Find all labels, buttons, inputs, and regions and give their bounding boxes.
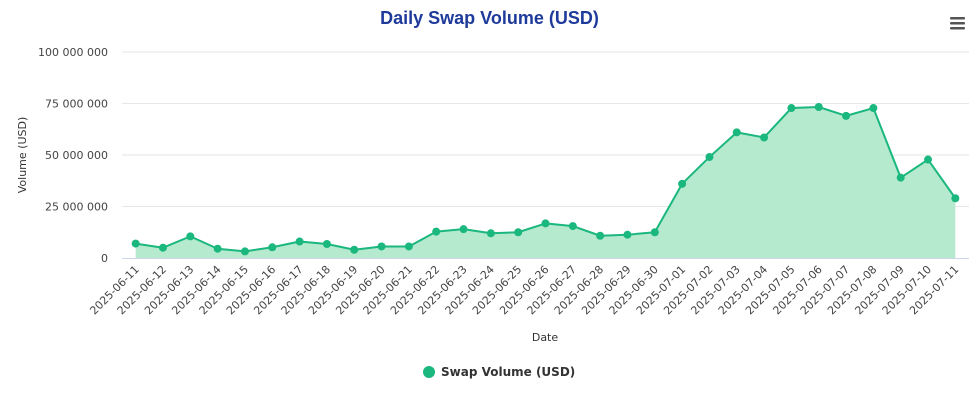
- data-point[interactable]: [568, 222, 577, 231]
- data-point[interactable]: [541, 219, 550, 228]
- data-point[interactable]: [268, 243, 277, 252]
- data-point[interactable]: [760, 133, 769, 142]
- legend[interactable]: Swap Volume (USD): [423, 365, 575, 379]
- y-axis-ticks: 0 25 000 000 50 000 000 75 000 000 100 000 0…: [38, 46, 108, 265]
- y-tick-label: 25 000 000: [45, 201, 108, 214]
- data-point[interactable]: [131, 239, 140, 248]
- legend-label: Swap Volume (USD): [441, 365, 575, 379]
- data-point[interactable]: [732, 128, 741, 137]
- x-axis-ticks: 2025-06-112025-06-122025-06-132025-06-14…: [87, 263, 961, 317]
- data-point[interactable]: [514, 228, 523, 237]
- series-points: [131, 103, 960, 256]
- data-point[interactable]: [924, 155, 933, 164]
- data-point[interactable]: [486, 229, 495, 238]
- chart-title: Daily Swap Volume (USD): [380, 8, 599, 28]
- data-point[interactable]: [787, 104, 796, 113]
- data-point[interactable]: [814, 103, 823, 112]
- data-point[interactable]: [678, 179, 687, 188]
- data-point[interactable]: [213, 244, 222, 253]
- data-point[interactable]: [650, 228, 659, 237]
- y-axis-title: Volume (USD): [16, 117, 29, 194]
- data-point[interactable]: [951, 194, 960, 203]
- series-area-fill: [135, 107, 956, 258]
- data-point[interactable]: [350, 245, 359, 254]
- data-point[interactable]: [869, 104, 878, 113]
- series-area: [135, 106, 957, 258]
- data-point[interactable]: [896, 173, 905, 182]
- x-axis-title: Date: [532, 331, 559, 344]
- data-point[interactable]: [404, 242, 413, 251]
- y-tick-label: 75 000 000: [45, 98, 108, 111]
- hamburger-menu-icon: [950, 17, 965, 30]
- data-point[interactable]: [842, 111, 851, 120]
- data-point[interactable]: [432, 227, 441, 236]
- data-point[interactable]: [705, 153, 714, 162]
- data-point[interactable]: [186, 232, 195, 241]
- y-tick-label: 0: [101, 252, 108, 265]
- data-point[interactable]: [623, 230, 632, 239]
- data-point[interactable]: [596, 231, 605, 240]
- data-point[interactable]: [459, 225, 468, 234]
- chart-menu-button[interactable]: [944, 10, 970, 36]
- data-point[interactable]: [377, 242, 386, 251]
- y-tick-label: 50 000 000: [45, 149, 108, 162]
- legend-marker: [423, 366, 435, 378]
- y-tick-label: 100 000 000: [38, 46, 108, 59]
- data-point[interactable]: [322, 239, 331, 248]
- data-point[interactable]: [295, 237, 304, 246]
- data-point[interactable]: [158, 243, 167, 252]
- data-point[interactable]: [240, 247, 249, 256]
